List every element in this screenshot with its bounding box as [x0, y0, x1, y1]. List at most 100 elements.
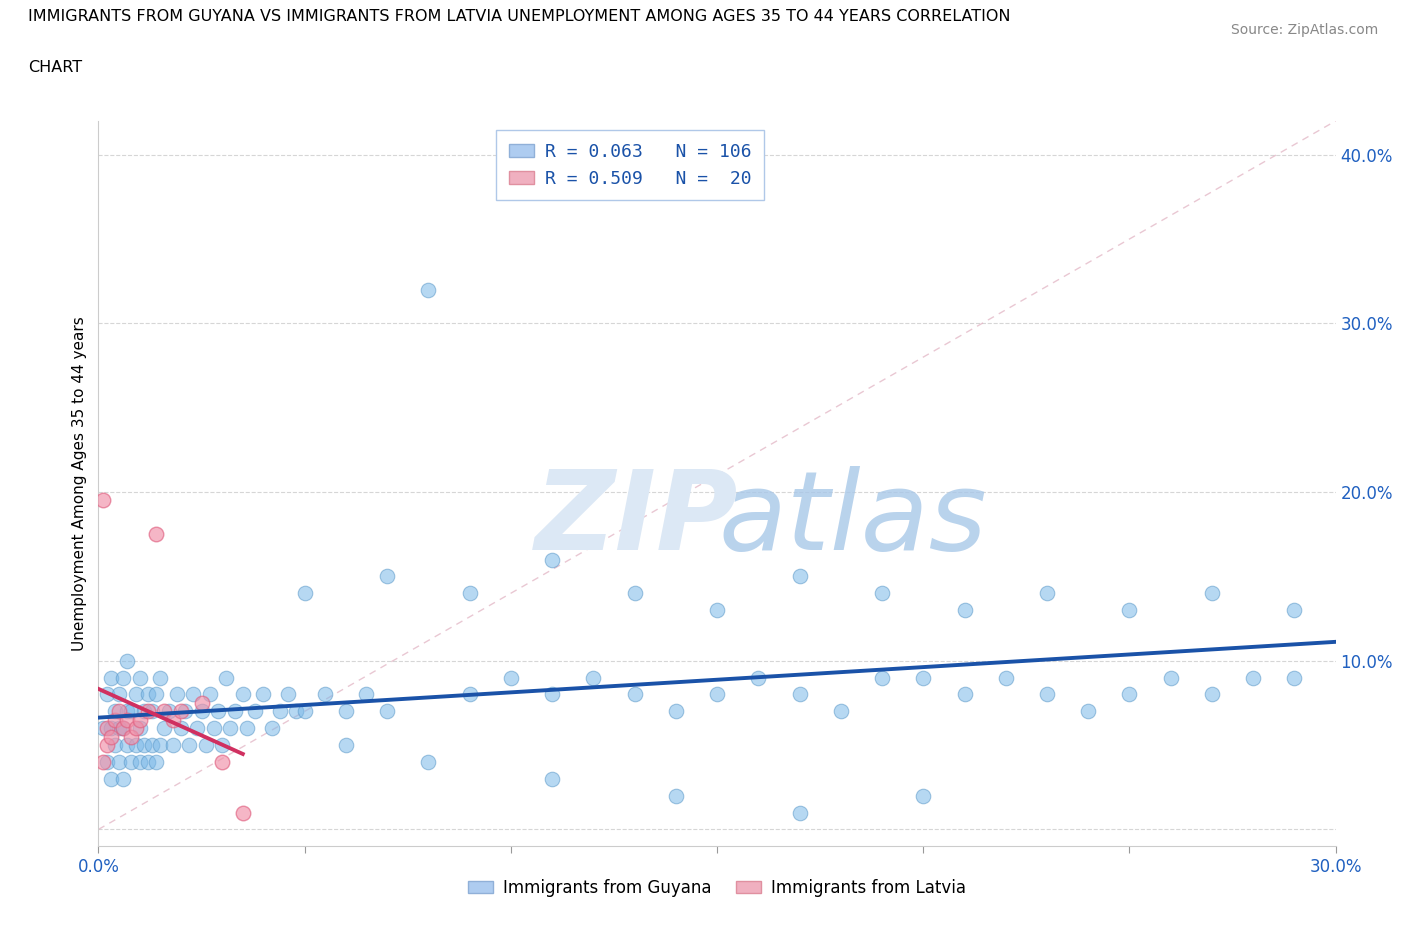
- Point: [870, 586, 893, 601]
- Point: [117, 704, 139, 719]
- Point: [269, 704, 291, 719]
- Point: [170, 721, 193, 736]
- Point: [623, 687, 645, 702]
- Point: [166, 687, 188, 702]
- Point: [108, 687, 131, 702]
- Point: [128, 712, 150, 727]
- Point: [202, 721, 225, 736]
- Point: [128, 671, 150, 685]
- Point: [418, 754, 440, 769]
- Point: [104, 712, 127, 727]
- Point: [294, 704, 316, 719]
- Point: [112, 721, 135, 736]
- Point: [108, 754, 131, 769]
- Text: Source: ZipAtlas.com: Source: ZipAtlas.com: [1230, 23, 1378, 37]
- Point: [153, 721, 176, 736]
- Point: [145, 526, 167, 541]
- Point: [132, 704, 155, 719]
- Point: [153, 704, 176, 719]
- Point: [1201, 687, 1223, 702]
- Point: [91, 493, 114, 508]
- Point: [136, 754, 159, 769]
- Text: CHART: CHART: [28, 60, 82, 75]
- Point: [117, 653, 139, 668]
- Point: [789, 569, 811, 584]
- Point: [117, 712, 139, 727]
- Point: [314, 687, 336, 702]
- Point: [181, 687, 204, 702]
- Point: [198, 687, 221, 702]
- Legend: Immigrants from Guyana, Immigrants from Latvia: Immigrants from Guyana, Immigrants from …: [461, 872, 973, 903]
- Point: [215, 671, 238, 685]
- Point: [100, 721, 122, 736]
- Point: [174, 704, 197, 719]
- Point: [108, 704, 131, 719]
- Point: [112, 671, 135, 685]
- Point: [1118, 603, 1140, 618]
- Point: [706, 687, 728, 702]
- Point: [91, 754, 114, 769]
- Point: [541, 771, 564, 786]
- Point: [194, 737, 217, 752]
- Point: [994, 671, 1017, 685]
- Point: [132, 737, 155, 752]
- Point: [830, 704, 852, 719]
- Point: [96, 687, 118, 702]
- Point: [128, 754, 150, 769]
- Point: [277, 687, 299, 702]
- Point: [91, 721, 114, 736]
- Point: [162, 737, 184, 752]
- Y-axis label: Unemployment Among Ages 35 to 44 years: Unemployment Among Ages 35 to 44 years: [72, 316, 87, 651]
- Point: [236, 721, 259, 736]
- Point: [458, 687, 481, 702]
- Point: [1160, 671, 1182, 685]
- Point: [120, 754, 142, 769]
- Point: [207, 704, 229, 719]
- Point: [356, 687, 378, 702]
- Text: ZIP: ZIP: [534, 466, 738, 574]
- Point: [1036, 586, 1059, 601]
- Point: [96, 737, 118, 752]
- Point: [145, 687, 167, 702]
- Point: [260, 721, 283, 736]
- Point: [149, 671, 172, 685]
- Point: [458, 586, 481, 601]
- Point: [1201, 586, 1223, 601]
- Point: [108, 721, 131, 736]
- Point: [665, 789, 688, 804]
- Point: [104, 704, 127, 719]
- Point: [335, 704, 357, 719]
- Point: [170, 704, 193, 719]
- Point: [136, 687, 159, 702]
- Point: [149, 737, 172, 752]
- Point: [706, 603, 728, 618]
- Point: [141, 737, 163, 752]
- Point: [224, 704, 246, 719]
- Point: [179, 737, 201, 752]
- Point: [162, 712, 184, 727]
- Point: [112, 721, 135, 736]
- Point: [232, 687, 254, 702]
- Point: [1284, 603, 1306, 618]
- Point: [96, 754, 118, 769]
- Point: [953, 603, 976, 618]
- Point: [112, 771, 135, 786]
- Point: [1118, 687, 1140, 702]
- Point: [418, 282, 440, 297]
- Point: [1077, 704, 1099, 719]
- Point: [1241, 671, 1264, 685]
- Point: [375, 569, 398, 584]
- Point: [582, 671, 605, 685]
- Point: [145, 754, 167, 769]
- Point: [120, 704, 142, 719]
- Point: [541, 687, 564, 702]
- Point: [186, 721, 208, 736]
- Point: [136, 704, 159, 719]
- Point: [870, 671, 893, 685]
- Point: [124, 721, 146, 736]
- Text: IMMIGRANTS FROM GUYANA VS IMMIGRANTS FROM LATVIA UNEMPLOYMENT AMONG AGES 35 TO 4: IMMIGRANTS FROM GUYANA VS IMMIGRANTS FRO…: [28, 9, 1011, 24]
- Point: [104, 737, 127, 752]
- Point: [100, 729, 122, 744]
- Point: [128, 721, 150, 736]
- Point: [120, 729, 142, 744]
